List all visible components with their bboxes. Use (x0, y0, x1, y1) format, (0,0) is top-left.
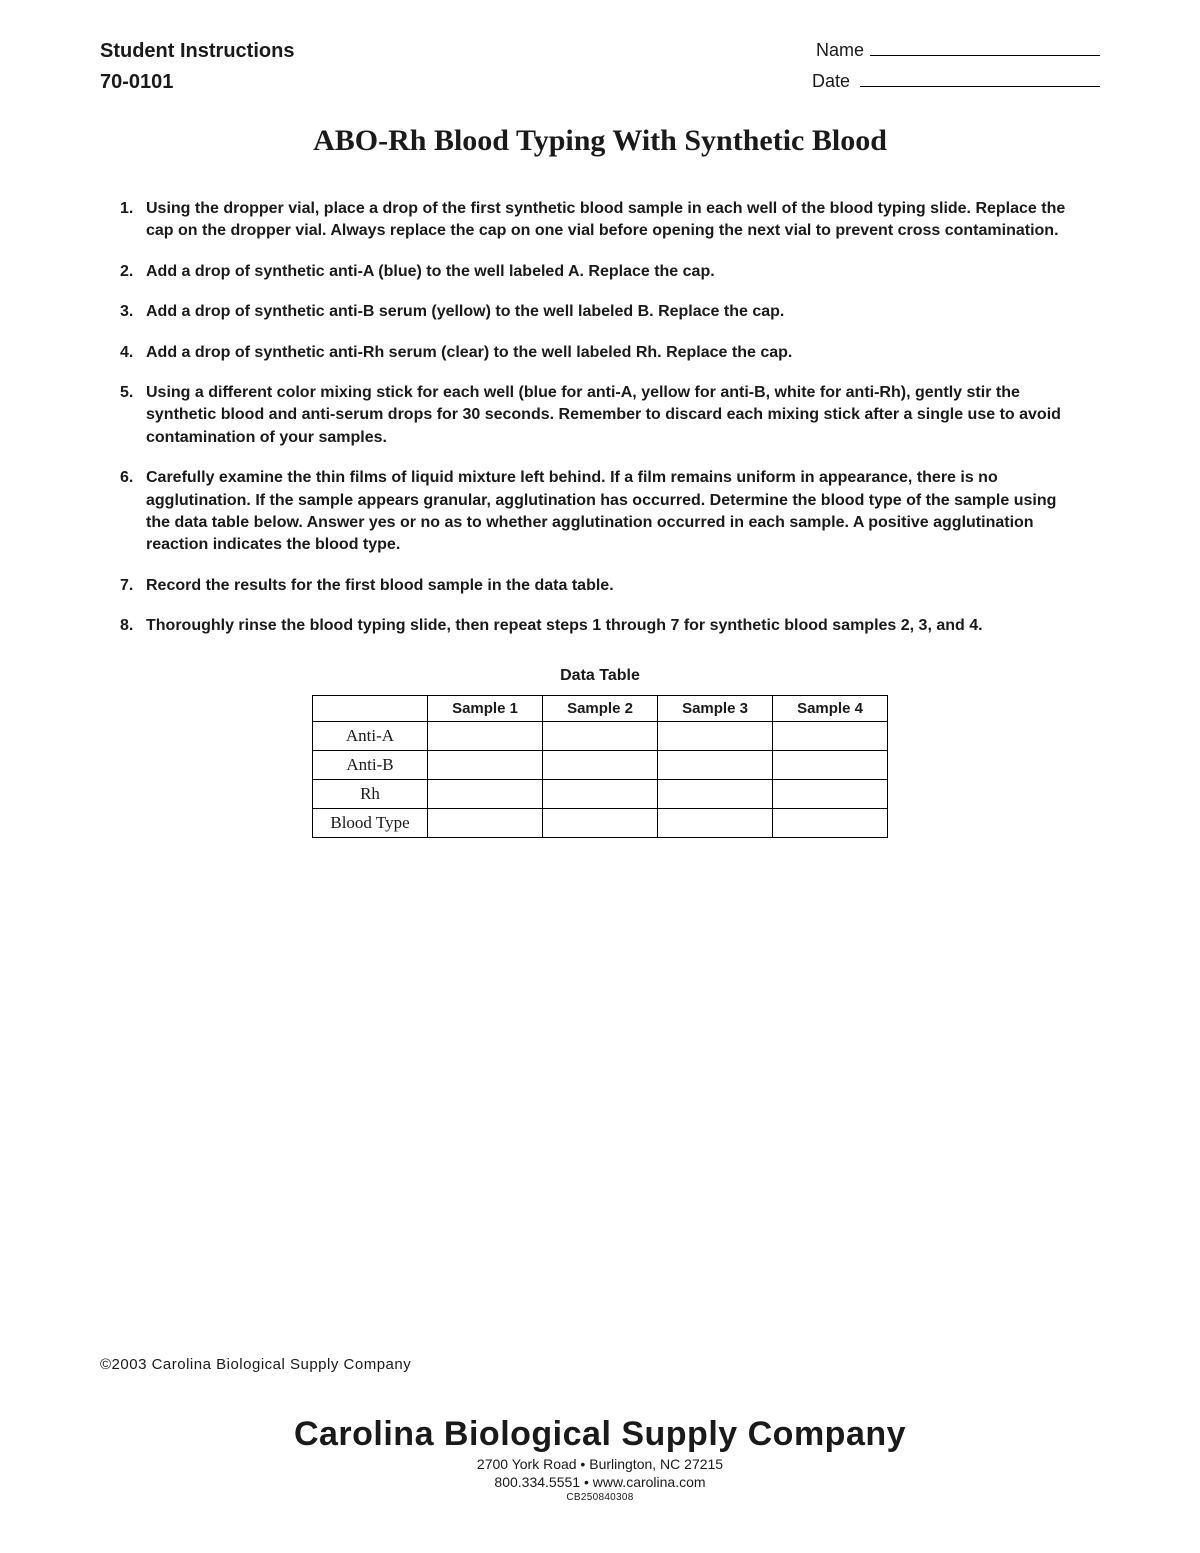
name-input-line[interactable] (870, 42, 1100, 56)
table-row: Blood Type (313, 809, 888, 838)
instructions-list: Using the dropper vial, place a drop of … (100, 198, 1100, 637)
row-label: Anti-B (313, 751, 428, 780)
table-cell[interactable] (773, 809, 888, 838)
instruction-item: Using a different color mixing stick for… (120, 382, 1080, 449)
table-cell[interactable] (543, 809, 658, 838)
instruction-item: Add a drop of synthetic anti-A (blue) to… (120, 261, 1080, 283)
table-cell[interactable] (428, 722, 543, 751)
table-header-cell: Sample 4 (773, 696, 888, 722)
row-label: Anti-A (313, 722, 428, 751)
footer: Carolina Biological Supply Company 2700 … (0, 1415, 1200, 1503)
row-label: Blood Type (313, 809, 428, 838)
document-code: 70-0101 (100, 71, 173, 94)
table-header-cell: Sample 1 (428, 696, 543, 722)
table-cell[interactable] (428, 809, 543, 838)
table-cell[interactable] (428, 751, 543, 780)
row-label: Rh (313, 780, 428, 809)
table-cell[interactable] (773, 751, 888, 780)
instruction-item: Using the dropper vial, place a drop of … (120, 198, 1080, 243)
instruction-item: Add a drop of synthetic anti-Rh serum (c… (120, 342, 1080, 364)
table-cell[interactable] (543, 722, 658, 751)
table-cell[interactable] (773, 780, 888, 809)
company-name: Carolina Biological Supply Company (0, 1415, 1200, 1454)
header-title: Student Instructions (100, 40, 294, 63)
date-input-line[interactable] (860, 73, 1100, 87)
footer-code: CB250840308 (0, 1492, 1200, 1503)
table-cell[interactable] (658, 722, 773, 751)
date-label: Date (812, 71, 850, 92)
date-field: Date (812, 71, 1100, 94)
company-address: 2700 York Road • Burlington, NC 27215 (0, 1456, 1200, 1472)
table-title: Data Table (100, 667, 1100, 685)
table-row: Anti-A (313, 722, 888, 751)
table-cell[interactable] (658, 751, 773, 780)
table-cell[interactable] (658, 780, 773, 809)
table-cell[interactable] (543, 780, 658, 809)
table-row: Rh (313, 780, 888, 809)
instruction-item: Thoroughly rinse the blood typing slide,… (120, 615, 1080, 637)
table-cell[interactable] (658, 809, 773, 838)
page-title: ABO-Rh Blood Typing With Synthetic Blood (100, 124, 1100, 158)
table-header-cell: Sample 2 (543, 696, 658, 722)
instruction-item: Add a drop of synthetic anti-B serum (ye… (120, 301, 1080, 323)
instruction-item: Carefully examine the thin films of liqu… (120, 467, 1080, 557)
table-row: Anti-B (313, 751, 888, 780)
table-header-row: Sample 1 Sample 2 Sample 3 Sample 4 (313, 696, 888, 722)
name-label: Name (816, 40, 864, 61)
table-header-cell (313, 696, 428, 722)
table-cell[interactable] (543, 751, 658, 780)
data-table: Sample 1 Sample 2 Sample 3 Sample 4 Anti… (312, 695, 888, 838)
table-cell[interactable] (773, 722, 888, 751)
instruction-item: Record the results for the first blood s… (120, 575, 1080, 597)
copyright-text: ©2003 Carolina Biological Supply Company (100, 1356, 411, 1373)
name-field: Name (816, 40, 1100, 61)
table-header-cell: Sample 3 (658, 696, 773, 722)
table-cell[interactable] (428, 780, 543, 809)
company-contact: 800.334.5551 • www.carolina.com (0, 1474, 1200, 1490)
